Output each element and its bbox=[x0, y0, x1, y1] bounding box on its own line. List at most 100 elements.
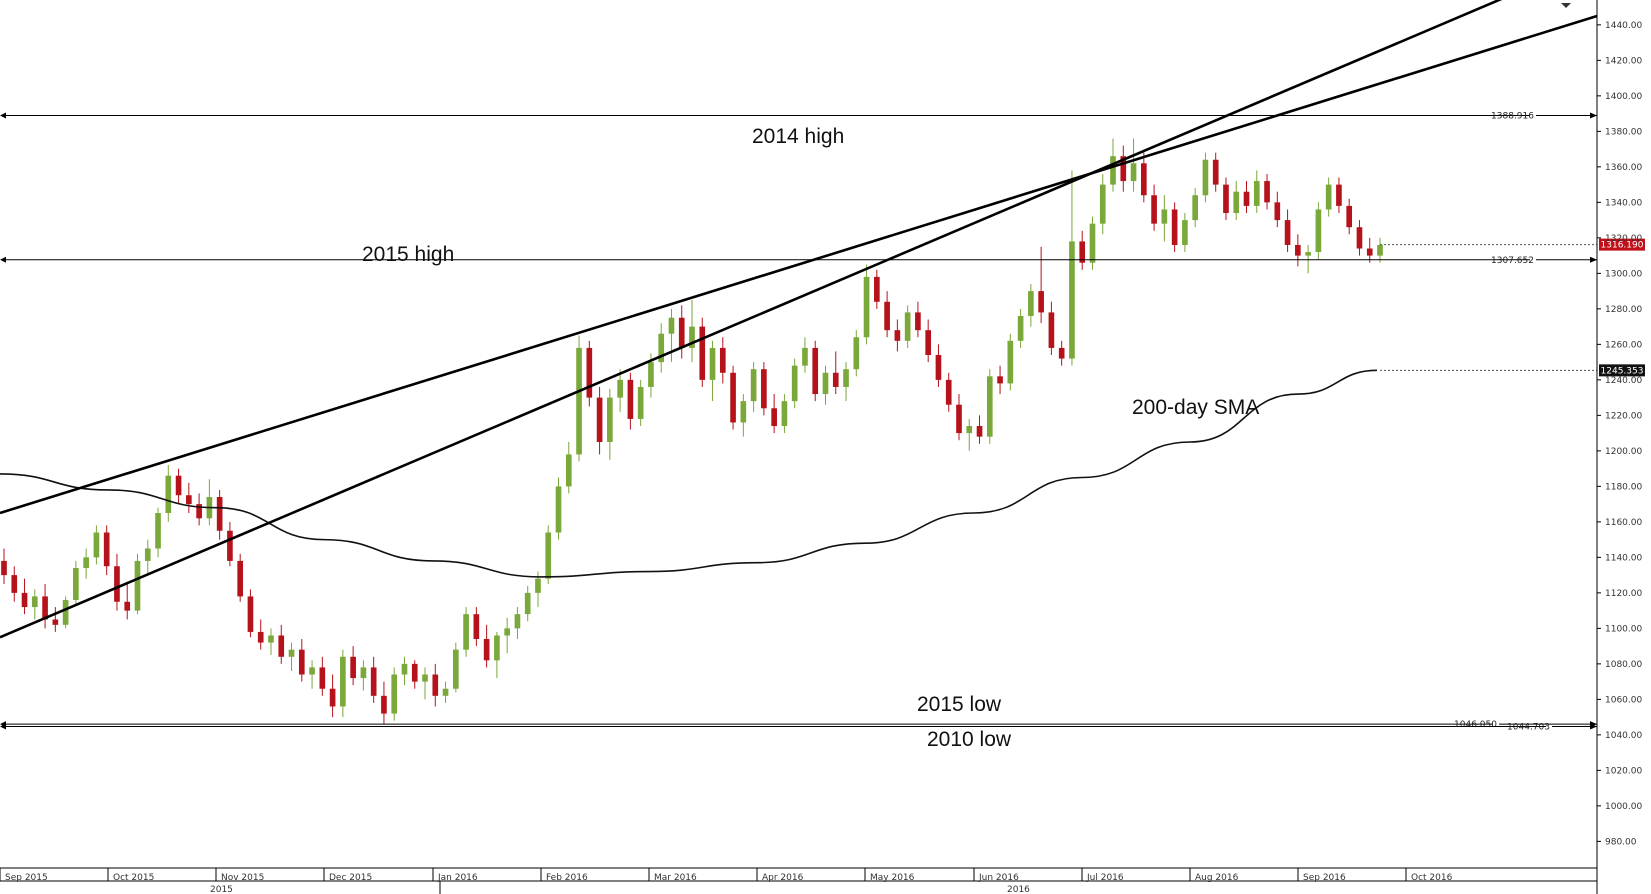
candle-body bbox=[576, 347, 582, 455]
candle-body bbox=[1099, 184, 1106, 224]
arrow-right-icon bbox=[1590, 723, 1597, 730]
candle-body bbox=[648, 362, 654, 387]
y-tick-label: 1020.00 bbox=[1605, 766, 1642, 776]
candle-body bbox=[545, 532, 552, 579]
candle-body bbox=[350, 656, 356, 679]
candle-body bbox=[1233, 191, 1240, 214]
candle-body bbox=[802, 347, 808, 366]
candle-body bbox=[1243, 191, 1250, 206]
level-annotation: 2015 high bbox=[362, 243, 454, 266]
candle-body bbox=[1202, 159, 1209, 196]
candle-body bbox=[1120, 156, 1127, 182]
x-year-label: 2016 bbox=[1007, 885, 1030, 894]
candle-body bbox=[411, 663, 418, 682]
candle-body bbox=[791, 365, 798, 402]
candle-body bbox=[699, 326, 706, 380]
candle-body bbox=[144, 548, 151, 561]
candle-body bbox=[309, 667, 315, 675]
candle-body bbox=[124, 601, 131, 611]
y-tick-label: 1300.00 bbox=[1605, 269, 1642, 279]
y-tick-label: 1000.00 bbox=[1605, 802, 1642, 812]
candle-body bbox=[709, 347, 716, 380]
candle-body bbox=[976, 426, 983, 437]
candle-body bbox=[257, 631, 264, 643]
y-tick-label: 1200.00 bbox=[1605, 447, 1642, 457]
candle-body bbox=[832, 372, 839, 387]
price-tag-label: 1316.190 bbox=[1601, 241, 1644, 251]
y-tick-label: 1360.00 bbox=[1605, 163, 1642, 173]
trendline-2 bbox=[0, 0, 1503, 639]
candle-body bbox=[340, 656, 346, 707]
y-tick-label: 1100.00 bbox=[1605, 624, 1642, 634]
y-tick-label: 1320.00 bbox=[1605, 234, 1642, 244]
candle-body bbox=[586, 347, 593, 398]
candle-body bbox=[627, 379, 634, 419]
y-tick-label: 1080.00 bbox=[1605, 660, 1642, 670]
candle-body bbox=[915, 312, 921, 331]
candle-body bbox=[114, 566, 120, 602]
candle-body bbox=[986, 376, 993, 437]
candle-body bbox=[514, 614, 521, 629]
candle-body bbox=[1295, 244, 1301, 256]
candle-body bbox=[1264, 181, 1270, 203]
y-tick-label: 1380.00 bbox=[1605, 127, 1642, 137]
x-tick-label: Dec 2015 bbox=[329, 873, 372, 883]
y-axis: 980.00 1000.00 1020.00 1040.00 1060.00 1080.0… bbox=[1596, 0, 1642, 868]
candle-body bbox=[812, 347, 819, 395]
level-value-label: 1046.050 bbox=[1454, 720, 1497, 730]
candle-body bbox=[1212, 159, 1219, 185]
candle-body bbox=[1140, 163, 1147, 196]
candle-body bbox=[894, 330, 901, 341]
candle-body bbox=[1223, 184, 1229, 214]
price-tag-box bbox=[1599, 364, 1645, 377]
candle-body bbox=[781, 401, 788, 427]
candle-body bbox=[1274, 202, 1281, 221]
arrow-left-icon bbox=[0, 256, 6, 263]
candle-body bbox=[843, 369, 849, 387]
candle-body bbox=[391, 674, 398, 714]
candle-body bbox=[360, 667, 367, 679]
x-tick-label: Jun 2016 bbox=[978, 873, 1019, 883]
candle-body bbox=[401, 663, 408, 675]
chevron-down-icon[interactable] bbox=[1561, 3, 1571, 8]
y-tick-label: 1140.00 bbox=[1605, 553, 1642, 563]
candle-body bbox=[1048, 312, 1055, 348]
y-tick-label: 1040.00 bbox=[1605, 731, 1642, 741]
candle-body bbox=[555, 486, 562, 533]
x-tick-label: Sep 2016 bbox=[1303, 873, 1346, 883]
candle-body bbox=[617, 379, 623, 398]
candle-body bbox=[103, 532, 110, 567]
candle-body bbox=[31, 596, 38, 608]
candle-body bbox=[1161, 209, 1168, 224]
candle-body bbox=[1038, 291, 1044, 313]
candle-body bbox=[42, 596, 48, 620]
candle-body bbox=[607, 397, 613, 442]
x-tick-label: Aug 2016 bbox=[1195, 873, 1239, 883]
candle-body bbox=[1079, 241, 1086, 263]
candle-body bbox=[494, 635, 500, 661]
x-tick-label: Apr 2016 bbox=[762, 873, 804, 883]
price-tag-group: 1316.190 1245.353 bbox=[1380, 238, 1645, 377]
candle-body bbox=[966, 426, 973, 434]
candle-body bbox=[1069, 241, 1075, 359]
y-tick-label: 1440.00 bbox=[1605, 21, 1642, 31]
trendline-1 bbox=[0, 14, 1598, 515]
candle-body bbox=[473, 614, 480, 640]
candle-body bbox=[227, 530, 233, 561]
candle-body bbox=[935, 355, 942, 380]
candle-body bbox=[504, 628, 510, 636]
candle-body bbox=[1017, 315, 1024, 341]
candle-body bbox=[945, 379, 952, 405]
y-tick-label: 980.00 bbox=[1605, 837, 1637, 847]
candle-body bbox=[288, 649, 295, 657]
sma-200-line bbox=[0, 369, 1378, 578]
candle-body bbox=[1336, 184, 1342, 206]
candle-body bbox=[298, 649, 305, 675]
candle-body bbox=[853, 337, 860, 370]
candle-body bbox=[596, 397, 603, 442]
candle-body bbox=[463, 614, 469, 650]
candle-body bbox=[83, 557, 89, 569]
x-tick-label: Jul 2016 bbox=[1086, 873, 1124, 883]
y-tick-label: 1400.00 bbox=[1605, 92, 1642, 102]
trendline-group bbox=[0, 0, 1598, 639]
